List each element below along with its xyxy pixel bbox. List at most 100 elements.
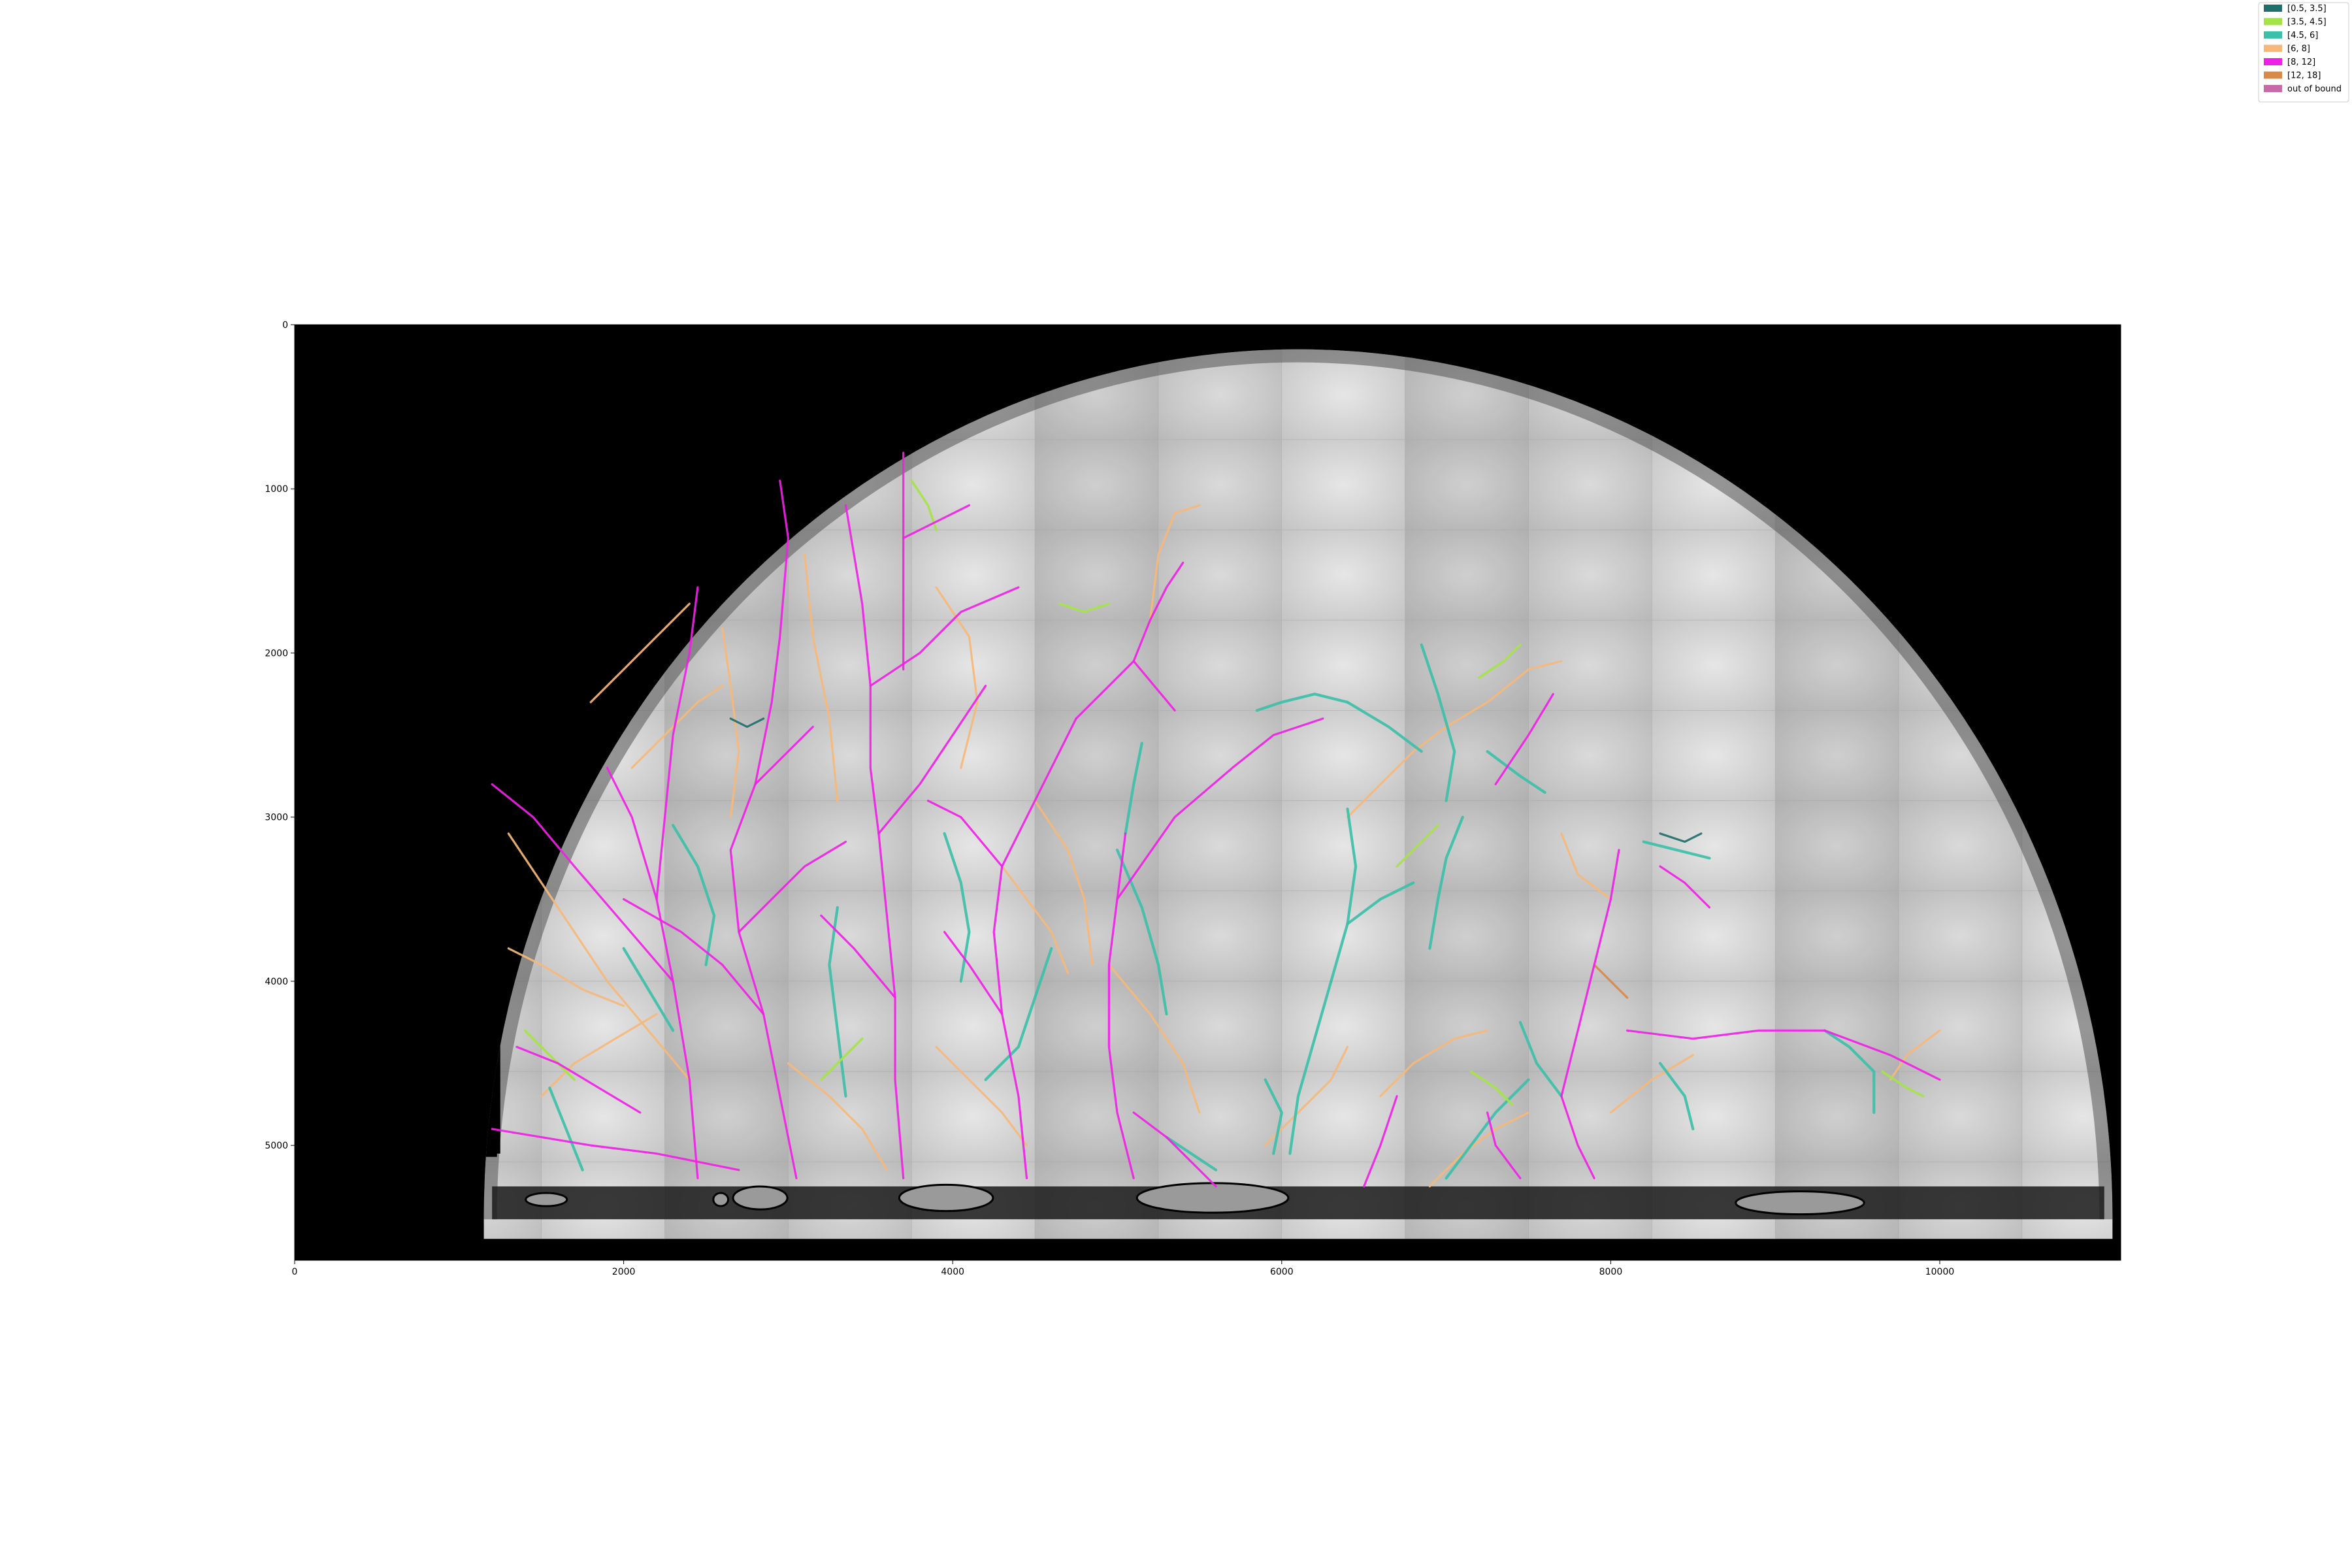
image-tile: [1034, 800, 1159, 892]
legend-label: [4.5, 6]: [2287, 31, 2318, 41]
hypha-segment: [984, 947, 1053, 1081]
image-tile: [1528, 439, 1652, 531]
image-tile: [1405, 1071, 1529, 1162]
hypha-segment: [729, 480, 798, 1180]
image-tile: [1898, 1071, 2023, 1162]
x-tick-label: 2000: [612, 1267, 636, 1277]
hypha-segment: [803, 553, 839, 802]
hypha-segment: [935, 1045, 1028, 1147]
hypha-segment: [1518, 1021, 1563, 1098]
hypha-segment: [1642, 840, 1711, 860]
hypha-segment: [1658, 1062, 1695, 1131]
hypha-segment: [1609, 1054, 1694, 1114]
image-tile: [664, 981, 789, 1072]
image-tile: [1158, 529, 1282, 621]
hypha-segment: [828, 906, 847, 1098]
hypha-segment: [1486, 1111, 1522, 1180]
hypha-segment: [1379, 1029, 1489, 1098]
hypha-segment: [1124, 742, 1143, 835]
image-tile: [1158, 981, 1282, 1072]
image-tile: [1281, 981, 1405, 1072]
image-tile: [1528, 981, 1652, 1072]
image-tile: [1774, 890, 1899, 982]
hypha-segment: [910, 479, 938, 531]
image-tile: [1405, 439, 1529, 531]
hypha-segment: [1420, 643, 1456, 802]
image-tile: [1652, 981, 1776, 1072]
image-tile: [1774, 1071, 1899, 1162]
plot-frame: [294, 324, 2121, 1261]
hypha-segment: [1330, 807, 1358, 983]
image-tile: [1652, 1071, 1776, 1162]
image-tile: [541, 981, 665, 1072]
image-tile: [1034, 890, 1159, 982]
hypha-segment: [1659, 832, 1703, 843]
legend-swatch: [2264, 44, 2282, 52]
legend-label: out of bound: [2287, 84, 2342, 94]
hypha-segment: [1659, 865, 1711, 909]
y-tick-label: 4000: [265, 977, 288, 987]
hypha-segment: [1428, 1111, 1530, 1188]
hypha-segment: [877, 685, 987, 835]
legend-label: [8, 12]: [2287, 57, 2315, 67]
hypha-segment: [548, 1086, 584, 1171]
hypha-segment: [523, 1029, 576, 1081]
legend: [0.5, 3.5] [3.5, 4.5] [4.5, 6] [6, 8] [8, 12…: [2258, 2, 2349, 103]
image-tile: [1528, 710, 1652, 801]
hypha-segment: [1626, 1029, 1941, 1081]
image-tile: [911, 1071, 1036, 1162]
image-tile: [1158, 439, 1282, 531]
legend-swatch: [2264, 71, 2282, 79]
image-tile: [1652, 890, 1776, 982]
hypha-segment: [1132, 1111, 1217, 1188]
image-tile: [1652, 529, 1776, 621]
image-tile: [1034, 439, 1159, 531]
image-tile: [1898, 981, 2023, 1072]
droplet: [712, 1192, 729, 1207]
image-tile: [788, 981, 912, 1072]
hypha-segment: [1445, 1078, 1530, 1180]
image-tile: [1034, 710, 1159, 801]
image-tile: [1652, 710, 1776, 801]
droplet: [1135, 1182, 1290, 1214]
image-tile: [1405, 710, 1529, 801]
image-tile: [1405, 529, 1529, 621]
image-tile: [1774, 619, 1899, 711]
hypha-segment: [943, 832, 971, 983]
image-tile: [1774, 710, 1899, 801]
hypha-segment: [1058, 602, 1111, 613]
hypha-segment: [935, 586, 979, 769]
hypha-segment: [926, 799, 1004, 868]
legend-label: [0.5, 3.5]: [2287, 4, 2327, 14]
hypha-segment: [1396, 824, 1439, 868]
image-tile: [1034, 981, 1159, 1072]
hypha-segment: [1264, 1078, 1283, 1155]
hypha-segment: [1149, 504, 1201, 621]
image-tile: [1281, 619, 1405, 711]
hypha-segment: [1346, 700, 1423, 753]
droplet: [1735, 1190, 1865, 1216]
image-tile: [1281, 439, 1405, 531]
image-tile: [1405, 800, 1529, 892]
x-tick-label: 8000: [1599, 1267, 1623, 1277]
hypha-segment: [1560, 849, 1620, 1180]
x-tick-label: 0: [292, 1267, 298, 1277]
legend-label: [12, 18]: [2287, 71, 2321, 81]
image-tile: [1158, 890, 1282, 982]
hypha-segment: [1889, 1029, 1941, 1081]
image-tile: [1281, 800, 1405, 892]
hypha-segment: [1469, 1070, 1514, 1106]
y-tick-label: 0: [282, 320, 288, 331]
image-tile: [541, 890, 665, 982]
image-tile: [1528, 529, 1652, 621]
hypha-segment: [943, 930, 1004, 1015]
legend-label: [6, 8]: [2287, 44, 2310, 54]
image-tile: [1405, 619, 1529, 711]
hypha-segment: [1560, 832, 1612, 900]
droplet: [525, 1192, 568, 1207]
hypha-segment: [787, 1062, 889, 1171]
y-tick-label: 3000: [265, 813, 288, 823]
hypha-segment: [507, 947, 625, 1007]
hypha-segment: [1075, 660, 1176, 720]
y-tick-label: 2000: [265, 648, 288, 659]
